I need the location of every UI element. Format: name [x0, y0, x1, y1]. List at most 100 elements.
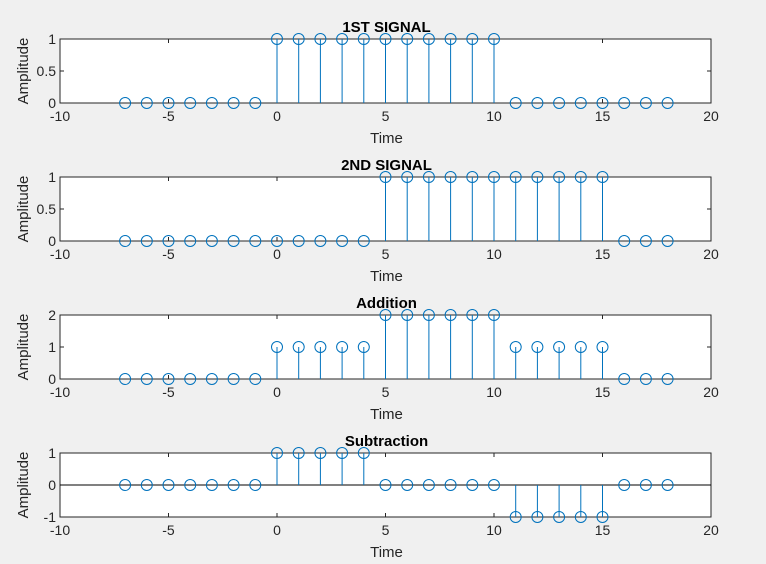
- stem-marker: [227, 373, 240, 385]
- subplot-title: Addition: [356, 295, 417, 312]
- x-tick-label: -10: [50, 522, 70, 538]
- stem-marker: [314, 341, 327, 353]
- stem-marker: [227, 97, 240, 109]
- stem-marker: [422, 309, 435, 321]
- stem-marker: [401, 33, 414, 45]
- stem-marker: [119, 479, 132, 491]
- stem-marker: [531, 511, 544, 523]
- y-tick-label: 1: [48, 31, 56, 47]
- x-tick-label: 5: [382, 108, 390, 124]
- stem-marker: [140, 235, 153, 247]
- stem-marker: [444, 479, 457, 491]
- stem-marker: [205, 97, 218, 109]
- x-tick-label: -5: [162, 246, 175, 262]
- stem-marker: [618, 235, 631, 247]
- subplot-1: -10 -5 0 5 10 15 20 0 0.5 1 1ST SIGNAL Time Amplitud…: [15, 19, 719, 147]
- subplot-title: Subtraction: [345, 433, 428, 450]
- x-tick-label: 10: [486, 246, 502, 262]
- stem-marker: [466, 479, 479, 491]
- stem-marker: [119, 373, 132, 385]
- stem-marker: [574, 97, 587, 109]
- stem-marker: [596, 341, 609, 353]
- stem-marker: [336, 33, 349, 45]
- stem-marker: [314, 447, 327, 459]
- stem-marker: [140, 479, 153, 491]
- stem-marker: [271, 33, 283, 45]
- x-tick-label: 0: [273, 246, 281, 262]
- y-axis-label: Amplitude: [15, 314, 32, 381]
- stem-marker: [596, 97, 609, 109]
- stem-marker: [314, 33, 327, 45]
- stem-marker: [444, 309, 457, 321]
- stem-marker: [531, 97, 544, 109]
- x-axis-label: Time: [370, 544, 403, 561]
- x-tick-label: 0: [273, 384, 281, 400]
- stem-marker: [271, 341, 283, 353]
- stem-marker: [162, 97, 175, 109]
- stem-marker: [574, 171, 587, 183]
- stem-marker: [661, 479, 674, 491]
- stem-marker: [162, 373, 175, 385]
- stem-marker: [509, 341, 522, 353]
- stem-marker: [639, 373, 652, 385]
- stem-marker: [618, 479, 631, 491]
- stem-marker: [553, 171, 566, 183]
- y-axis-label: Amplitude: [15, 38, 32, 105]
- stem-marker: [466, 309, 479, 321]
- x-tick-label: 20: [703, 522, 719, 538]
- stem-marker: [596, 171, 609, 183]
- x-axis-label: Time: [370, 130, 403, 147]
- stem-marker: [140, 373, 153, 385]
- stem-marker: [227, 235, 240, 247]
- y-tick-label: 0: [48, 233, 56, 249]
- stem-marker: [249, 373, 262, 385]
- y-tick-label: 2: [48, 307, 56, 323]
- stem-marker: [205, 235, 218, 247]
- stem-marker: [422, 479, 435, 491]
- stem-marker: [271, 447, 283, 459]
- x-tick-label: 20: [703, 246, 719, 262]
- stem-marker: [401, 479, 414, 491]
- stem-marker: [184, 97, 197, 109]
- y-tick-label: 1: [48, 445, 56, 461]
- subplot-4: -10 -5 0 5 10 15 20-101SubtractionTimeAmplitud…: [15, 433, 719, 561]
- stem-marker: [531, 171, 544, 183]
- stem-marker: [292, 33, 305, 45]
- stem-marker: [119, 235, 132, 247]
- x-axis-label: Time: [370, 406, 403, 423]
- x-tick-label: 5: [382, 384, 390, 400]
- stem-marker: [661, 235, 674, 247]
- subplot-3: -10 -5 0 5 10 15 20 0 1 2 Addition Time Amplitude: [15, 295, 719, 423]
- stem-marker: [184, 479, 197, 491]
- stem-marker: [639, 97, 652, 109]
- stem-marker: [292, 341, 305, 353]
- stem-marker: [618, 373, 631, 385]
- x-tick-label: 10: [486, 108, 502, 124]
- stem-marker: [661, 373, 674, 385]
- stem-marker: [488, 33, 500, 45]
- stem-marker: [553, 97, 566, 109]
- stem-marker: [357, 341, 370, 353]
- x-tick-label: -5: [162, 108, 175, 124]
- stem-marker: [574, 511, 587, 523]
- stem-marker: [488, 171, 500, 183]
- x-axis-label: Time: [370, 268, 403, 285]
- stem-marker: [292, 447, 305, 459]
- x-tick-label: 5: [382, 522, 390, 538]
- x-tick-label: 15: [595, 522, 611, 538]
- x-tick-label: 20: [703, 108, 719, 124]
- x-tick-label: -5: [162, 522, 175, 538]
- stem-marker: [444, 171, 457, 183]
- stem-marker: [292, 235, 305, 247]
- x-tick-label: 15: [595, 246, 611, 262]
- x-tick-label: 10: [486, 384, 502, 400]
- y-tick-label: 1: [48, 169, 56, 185]
- stem-marker: [314, 235, 327, 247]
- x-tick-label: -10: [50, 246, 70, 262]
- stem-marker: [444, 33, 457, 45]
- stem-marker: [509, 97, 522, 109]
- stem-marker: [466, 171, 479, 183]
- y-tick-label: 0: [48, 95, 56, 111]
- stem-marker: [271, 235, 283, 247]
